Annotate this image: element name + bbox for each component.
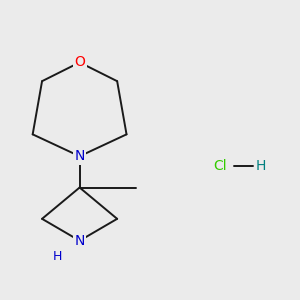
Text: N: N [74, 234, 85, 248]
Text: N: N [74, 149, 85, 163]
Text: Cl: Cl [214, 159, 227, 172]
Text: H: H [256, 159, 266, 172]
Text: O: O [74, 56, 85, 69]
Text: H: H [53, 250, 62, 263]
